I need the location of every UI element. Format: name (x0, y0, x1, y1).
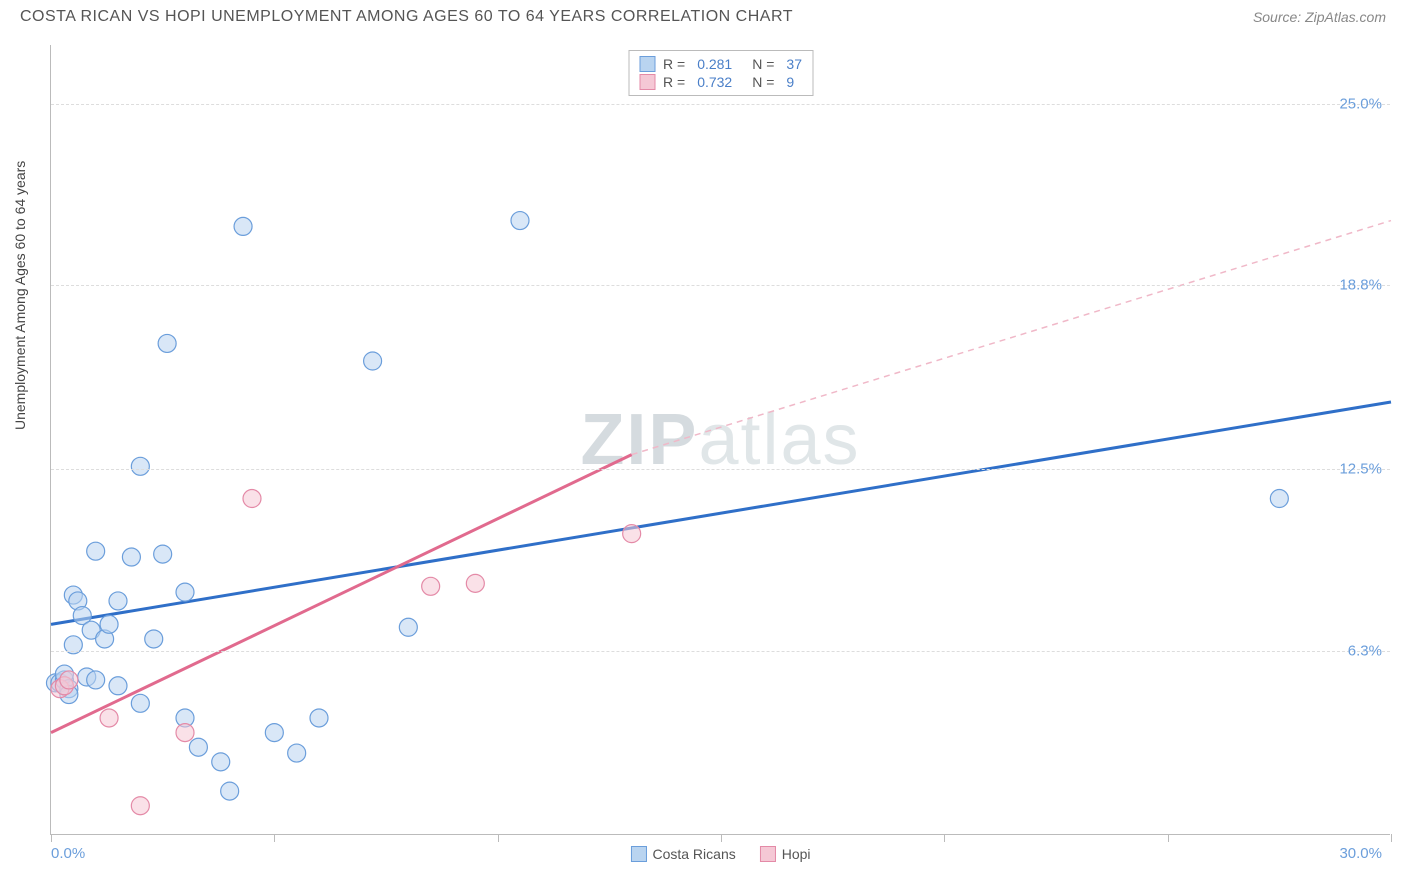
x-tick (498, 834, 499, 842)
scatter-plot-svg (51, 45, 1390, 834)
legend-series-label: Hopi (782, 846, 811, 862)
data-point (122, 548, 140, 566)
chart-title: COSTA RICAN VS HOPI UNEMPLOYMENT AMONG A… (20, 8, 793, 26)
data-point (131, 457, 149, 475)
legend-n-label: N = (752, 56, 774, 72)
data-point (243, 490, 261, 508)
x-tick (1168, 834, 1169, 842)
data-point (154, 545, 172, 563)
legend-r-label: R = (663, 74, 685, 90)
data-point (422, 577, 440, 595)
legend-row: R = 0.281 N = 37 (639, 55, 802, 73)
data-point (100, 709, 118, 727)
x-tick-label: 0.0% (51, 845, 85, 862)
data-point (1270, 490, 1288, 508)
data-point (288, 744, 306, 762)
data-point (109, 677, 127, 695)
source-label: Source: ZipAtlas.com (1253, 9, 1386, 25)
data-point (87, 671, 105, 689)
legend-row: R = 0.732 N = 9 (639, 73, 802, 91)
data-point (131, 694, 149, 712)
gridline (51, 285, 1390, 286)
legend-swatch-icon (639, 74, 655, 90)
x-tick (51, 834, 52, 842)
series-legend: Costa Ricans Hopi (630, 846, 810, 862)
legend-n-value: 37 (786, 56, 802, 72)
data-point (221, 782, 239, 800)
chart-area: ZIPatlas R =0.281N =37R =0.732N =9 Costa… (50, 45, 1390, 835)
data-point (466, 574, 484, 592)
y-tick-label: 12.5% (1339, 461, 1382, 478)
y-tick-label: 18.8% (1339, 276, 1382, 293)
legend-r-label: R = (663, 56, 685, 72)
data-point (109, 592, 127, 610)
data-point (511, 212, 529, 230)
legend-swatch-icon (760, 846, 776, 862)
data-point (364, 352, 382, 370)
legend-r-value: 0.281 (697, 56, 732, 72)
data-point (176, 724, 194, 742)
x-tick (721, 834, 722, 842)
legend-swatch-icon (639, 56, 655, 72)
x-tick-label: 30.0% (1339, 845, 1382, 862)
trend-line (51, 402, 1391, 624)
data-point (100, 615, 118, 633)
gridline (51, 469, 1390, 470)
y-tick-label: 6.3% (1348, 642, 1382, 659)
data-point (623, 525, 641, 543)
legend-item: Hopi (760, 846, 811, 862)
data-point (145, 630, 163, 648)
data-point (87, 542, 105, 560)
legend-r-value: 0.732 (697, 74, 732, 90)
correlation-legend: R = 0.281 N = 37 R = 0.732 N = 9 (628, 50, 813, 96)
y-tick-label: 25.0% (1339, 95, 1382, 112)
data-point (158, 334, 176, 352)
data-point (212, 753, 230, 771)
data-point (131, 797, 149, 815)
data-point (60, 671, 78, 689)
gridline (51, 651, 1390, 652)
legend-item: Costa Ricans (630, 846, 735, 862)
trend-line (51, 455, 632, 733)
x-tick (944, 834, 945, 842)
data-point (310, 709, 328, 727)
y-axis-label: Unemployment Among Ages 60 to 64 years (12, 161, 28, 430)
legend-n-label: N = (752, 74, 774, 90)
legend-n-value: 9 (786, 74, 794, 90)
data-point (234, 217, 252, 235)
data-point (399, 618, 417, 636)
x-tick (274, 834, 275, 842)
gridline (51, 104, 1390, 105)
data-point (265, 724, 283, 742)
x-tick (1391, 834, 1392, 842)
data-point (176, 583, 194, 601)
data-point (189, 738, 207, 756)
legend-series-label: Costa Ricans (652, 846, 735, 862)
legend-swatch-icon (630, 846, 646, 862)
